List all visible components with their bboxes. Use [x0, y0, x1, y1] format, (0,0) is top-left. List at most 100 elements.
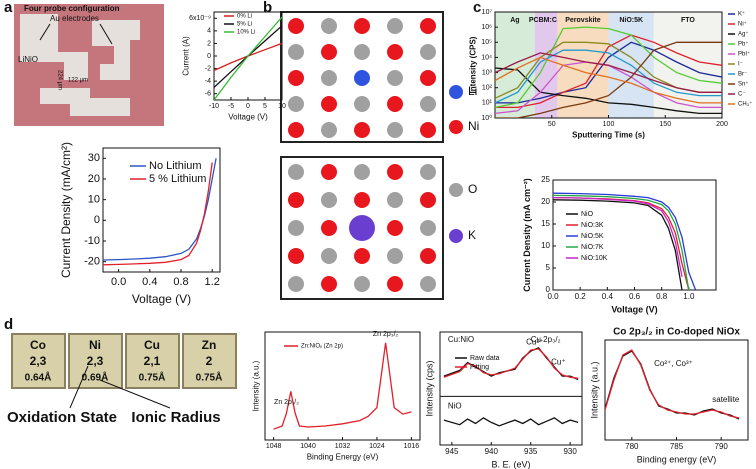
element-cell: [125, 333, 180, 389]
atom: [387, 96, 403, 112]
y-tick-label: 10⁰: [481, 114, 492, 122]
series-line: [495, 52, 722, 93]
plot-frame: [439, 331, 583, 446]
atom: [321, 220, 337, 236]
micrograph-label: 122 µm: [68, 78, 88, 84]
x-tick-label: 50: [548, 121, 556, 128]
region-label: Perovskite: [565, 17, 601, 24]
x-tick-label: 0.0: [111, 276, 126, 288]
x-tick-label: 10: [278, 103, 286, 110]
y-tick-label: 0: [546, 285, 551, 294]
series-line: [553, 199, 683, 290]
x-tick-label: 1.0: [683, 292, 695, 301]
element-symbol: Ni: [89, 338, 101, 352]
y-tick-label: 20: [88, 173, 100, 185]
x-tick-label: 930: [563, 447, 577, 456]
element-symbol: Zn: [202, 338, 217, 352]
atom: [349, 215, 375, 241]
atom: [420, 276, 436, 292]
series-line: [495, 56, 722, 104]
atom: [321, 122, 337, 138]
legend-label: K: [468, 228, 476, 242]
element-cell: [68, 333, 123, 389]
panel-label: a: [4, 0, 13, 16]
legend-label: Sn⁺: [738, 81, 749, 88]
y-tick-label: 0: [207, 53, 211, 60]
series-line: [553, 194, 690, 290]
legend-label: NiO:3K: [581, 222, 604, 229]
series-line: [103, 162, 213, 266]
x-tick-label: 0.8: [656, 292, 668, 301]
region-label: FTO: [681, 17, 695, 24]
x-tick-label: 0.6: [629, 292, 641, 301]
annotation: Cu 2p₃/₂: [531, 335, 561, 344]
oxidation-state: 2,3: [30, 354, 47, 368]
y-tick-label: 5: [546, 263, 551, 272]
atom: [288, 220, 304, 236]
pointer: [99, 379, 171, 409]
atom: [387, 248, 403, 264]
series-group: [214, 16, 282, 100]
atom: [288, 164, 304, 180]
atom: [387, 44, 403, 60]
legend-label: Raw data: [470, 355, 500, 362]
series-line: [495, 41, 722, 104]
y-tick-label: 30: [88, 152, 100, 164]
legend-label: 10% Li: [237, 30, 255, 36]
x-axis-title: Sputtering Time (s): [572, 131, 645, 140]
atom: [321, 18, 337, 34]
series-line: [495, 26, 722, 109]
atom: [387, 276, 403, 292]
annotation: NiO: [448, 402, 462, 411]
atom: [387, 192, 403, 208]
atom: [321, 164, 337, 180]
legend-label: CH₃⁺: [738, 101, 752, 108]
y-axis-title: Intensity (cps): [425, 360, 435, 416]
electrode: [20, 14, 88, 80]
x-axis-title: B. E. (eV): [491, 460, 530, 469]
x-axis-title: Voltage (V): [228, 113, 268, 122]
y-axis-title: Intensity (a.u.): [590, 361, 600, 418]
atom: [288, 96, 304, 112]
atom: [387, 122, 403, 138]
series-line: [103, 158, 217, 261]
legend-swatch: [449, 85, 463, 99]
atom: [420, 192, 436, 208]
y-tick-label: 10⁴: [481, 54, 492, 61]
x-tick-label: 785: [670, 442, 684, 451]
atom: [288, 276, 304, 292]
atom: [387, 18, 403, 34]
atom: [354, 248, 370, 264]
legend-label: Ni: [468, 119, 479, 133]
y-tick-label: -10: [84, 235, 100, 247]
legend-label: PbI⁺: [738, 51, 750, 58]
atom: [288, 122, 304, 138]
x-tick-label: 1016: [404, 443, 420, 450]
atom: [420, 44, 436, 60]
lattice-box: [280, 156, 444, 300]
legend-label: NiO:5K: [581, 233, 604, 240]
plot-frame: [604, 339, 749, 441]
atom: [354, 18, 370, 34]
y-tick-label: 6x10⁻⁹: [189, 15, 211, 22]
atom: [321, 276, 337, 292]
oxidation-state: 2: [206, 354, 213, 368]
atom: [321, 70, 337, 86]
panel-label: c: [473, 0, 481, 16]
x-tick-label: 0.8: [173, 276, 188, 288]
legend-swatch: [449, 183, 463, 197]
legend-label: Fitting: [470, 364, 489, 371]
series-line: [495, 34, 722, 109]
panel-label: d: [4, 316, 13, 333]
panel-label: b: [263, 0, 272, 16]
y-tick-label: 10: [88, 194, 100, 206]
atom: [354, 276, 370, 292]
x-tick-label: 200: [716, 121, 728, 128]
legend-label: I⁻: [738, 62, 743, 68]
atom: [420, 96, 436, 112]
micrograph-label: Au electrodes: [50, 14, 99, 23]
series-line: [443, 417, 579, 427]
atom: [420, 164, 436, 180]
y-tick-label: 10³: [482, 69, 493, 76]
legend-label: Pb⁺: [738, 41, 749, 48]
